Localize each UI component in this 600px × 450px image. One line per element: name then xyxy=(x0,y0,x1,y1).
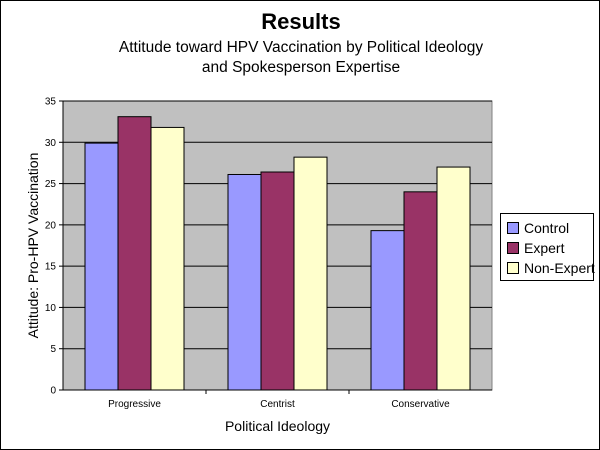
y-tick-label-0: 0 xyxy=(50,386,56,397)
x-tick-label-conservative: Conservative xyxy=(391,399,450,410)
legend-label-expert: Expert xyxy=(524,240,565,256)
chart-subtitle-line-1: Attitude toward HPV Vaccination by Polit… xyxy=(118,39,484,56)
y-tick-label-10: 10 xyxy=(45,303,57,314)
bar-centrist-expert xyxy=(260,171,295,391)
legend-item-control: Control xyxy=(507,218,589,238)
x-axis-title: Political Ideology xyxy=(225,418,330,434)
bar-progressive-expert xyxy=(117,116,152,391)
legend: Control Expert Non-Expert xyxy=(500,213,595,281)
bar-centrist-non-expert xyxy=(293,156,328,391)
y-tick-label-20: 20 xyxy=(45,220,57,231)
x-tick-label-progressive: Progressive xyxy=(108,399,161,410)
y-tick-label-15: 15 xyxy=(45,262,57,273)
y-tick-label-35: 35 xyxy=(45,97,57,108)
legend-swatch-control xyxy=(507,222,519,234)
y-tick-label-25: 25 xyxy=(45,179,57,190)
bar-progressive-non-expert xyxy=(150,126,185,391)
chart-title: Results xyxy=(261,9,341,34)
chart-subtitle-line-2: and Spokesperson Expertise xyxy=(201,59,401,76)
legend-item-non-expert: Non-Expert xyxy=(507,258,595,278)
y-axis-title: Attitude: Pro-HPV Vaccination xyxy=(25,153,41,339)
legend-swatch-non-expert xyxy=(507,262,519,274)
x-tick-label-centrist: Centrist xyxy=(260,399,295,410)
bar-progressive-control xyxy=(84,142,119,391)
bar-conservative-expert xyxy=(403,191,438,391)
legend-swatch-expert xyxy=(507,242,519,254)
legend-label-control: Control xyxy=(524,220,570,236)
bar-centrist-control xyxy=(227,173,262,391)
legend-label-non-expert: Non-Expert xyxy=(524,260,595,276)
bar-conservative-non-expert xyxy=(436,166,471,391)
legend-item-expert: Expert xyxy=(507,238,589,258)
bar-conservative-control xyxy=(370,230,405,391)
y-tick-label-5: 5 xyxy=(50,344,56,355)
y-tick-label-30: 30 xyxy=(45,138,57,149)
